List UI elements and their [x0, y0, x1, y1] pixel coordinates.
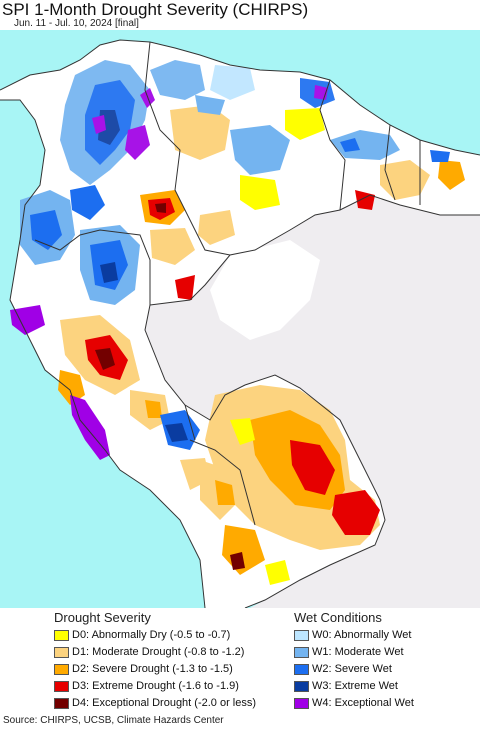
legend-label-d0: D0: Abnormally Dry (-0.5 to -0.7)	[72, 629, 231, 641]
legend-item-d3: D3: Extreme Drought (-1.6 to -1.9)	[54, 679, 239, 693]
legend-swatch-w1	[294, 646, 309, 658]
legend-label-w0: W0: Abnormally Wet	[312, 629, 412, 641]
legend-swatch-d0	[54, 629, 69, 641]
wet-north	[60, 60, 335, 185]
country-borders	[0, 39, 480, 608]
legend-item-d0: D0: Abnormally Dry (-0.5 to -0.7)	[54, 628, 230, 642]
legend-swatch-w3	[294, 680, 309, 692]
drought-bolivia	[180, 385, 380, 585]
legend-label-w4: W4: Exceptional Wet	[312, 697, 414, 709]
legend-label-w2: W2: Severe Wet	[312, 663, 392, 675]
legend-item-d1: D1: Moderate Drought (-0.8 to -1.2)	[54, 645, 244, 659]
legend-item-d2: D2: Severe Drought (-1.3 to -1.5)	[54, 662, 233, 676]
legend-item-w3: W3: Extreme Wet	[294, 679, 398, 693]
legend-drought-heading: Drought Severity	[54, 610, 151, 625]
legend-item-w2: W2: Severe Wet	[294, 662, 392, 676]
legend-label-d2: D2: Severe Drought (-1.3 to -1.5)	[72, 663, 233, 675]
legend-swatch-w2	[294, 663, 309, 675]
venezuela-interior	[170, 95, 325, 210]
legend-label-w1: W1: Moderate Wet	[312, 646, 404, 658]
legend-item-d4: D4: Exceptional Drought (-2.0 or less)	[54, 696, 256, 710]
legend: Drought Severity Wet Conditions D0: Abno…	[0, 608, 480, 712]
legend-label-w3: W3: Extreme Wet	[312, 680, 398, 692]
legend-swatch-d4	[54, 697, 69, 709]
legend-item-w1: W1: Moderate Wet	[294, 645, 404, 659]
amazon-clear	[210, 240, 320, 340]
drought-map	[0, 30, 480, 608]
legend-swatch-w0	[294, 629, 309, 641]
map-subtitle: Jun. 11 - Jul. 10, 2024 [final]	[14, 18, 139, 29]
source-credit: Source: CHIRPS, UCSB, Climate Hazards Ce…	[3, 715, 224, 726]
legend-swatch-d1	[54, 646, 69, 658]
drought-peru	[58, 315, 170, 430]
legend-swatch-w4	[294, 697, 309, 709]
drought-central	[140, 190, 235, 300]
land-base	[0, 40, 480, 608]
legend-label-d4: D4: Exceptional Drought (-2.0 or less)	[72, 697, 257, 709]
map-title: SPI 1-Month Drought Severity (CHIRPS)	[2, 0, 309, 19]
legend-swatch-d2	[54, 663, 69, 675]
wet-west	[10, 185, 140, 335]
legend-swatch-d3	[54, 680, 69, 692]
legend-wet-heading: Wet Conditions	[294, 610, 382, 625]
legend-item-w4: W4: Exceptional Wet	[294, 696, 414, 710]
legend-label-d1: D1: Moderate Drought (-0.8 to -1.2)	[72, 646, 245, 658]
legend-label-d3: D3: Extreme Drought (-1.6 to -1.9)	[72, 680, 239, 692]
legend-item-w0: W0: Abnormally Wet	[294, 628, 411, 642]
